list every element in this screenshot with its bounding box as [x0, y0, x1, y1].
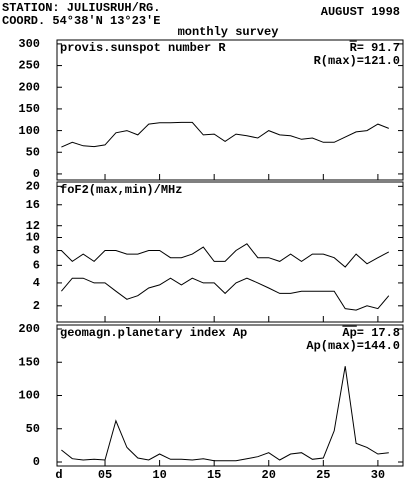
y-tick-label: 150	[18, 102, 40, 116]
y-tick-label: 6	[33, 259, 40, 273]
y-tick-label: 0	[33, 167, 40, 181]
y-tick-label: 250	[18, 59, 40, 73]
x-tick-label: 10	[152, 468, 166, 480]
y-tick-label: 100	[18, 389, 40, 403]
data-line	[61, 366, 389, 462]
panel-frame	[56, 39, 404, 181]
y-tick-label: 200	[18, 80, 40, 94]
y-tick-label: 16	[26, 198, 40, 212]
y-tick-label: 200	[18, 322, 40, 336]
y-tick-label: 12	[26, 219, 40, 233]
y-tick-label: 150	[18, 355, 40, 369]
y-tick-label: 2	[33, 299, 40, 313]
data-line	[61, 243, 390, 268]
y-tick-label: 50	[26, 422, 40, 436]
y-tick-label: 4	[33, 276, 40, 290]
x-tick-label: 15	[207, 468, 221, 480]
date: AUGUST 1998	[321, 5, 400, 19]
panel-title: foF2(max,min)/MHz	[60, 183, 182, 197]
x-tick-label: 30	[371, 468, 385, 480]
y-tick-label: 0	[33, 455, 40, 469]
y-tick-label: 300	[18, 37, 40, 51]
y-tick-label: 8	[33, 244, 40, 258]
x-tick-label: 25	[316, 468, 330, 480]
x-tick-label: 20	[262, 468, 276, 480]
x-tick-label: 05	[98, 468, 112, 480]
panel-title: provis.sunspot number R	[60, 41, 226, 55]
annotation: Ap(max)=144.0	[306, 339, 400, 353]
station: STATION: JULIUSRUH/RG.	[2, 1, 160, 15]
annotation: R= 91.7	[350, 41, 400, 55]
panel-title: geomagn.planetary index Ap	[60, 326, 247, 340]
subtitle: monthly survey	[178, 25, 279, 39]
y-tick-label: 20	[26, 179, 40, 193]
x-axis-label: d	[55, 468, 62, 480]
annotation: R(max)=121.0	[314, 54, 400, 68]
annotation: Ap= 17.8	[342, 326, 400, 340]
y-tick-label: 100	[18, 124, 40, 138]
panel-frame	[56, 181, 404, 323]
data-line	[61, 277, 390, 311]
y-tick-label: 10	[26, 231, 40, 245]
data-line	[61, 121, 389, 148]
y-tick-label: 50	[26, 145, 40, 159]
coordinates: COORD. 54°38'N 13°23'E	[2, 14, 160, 28]
